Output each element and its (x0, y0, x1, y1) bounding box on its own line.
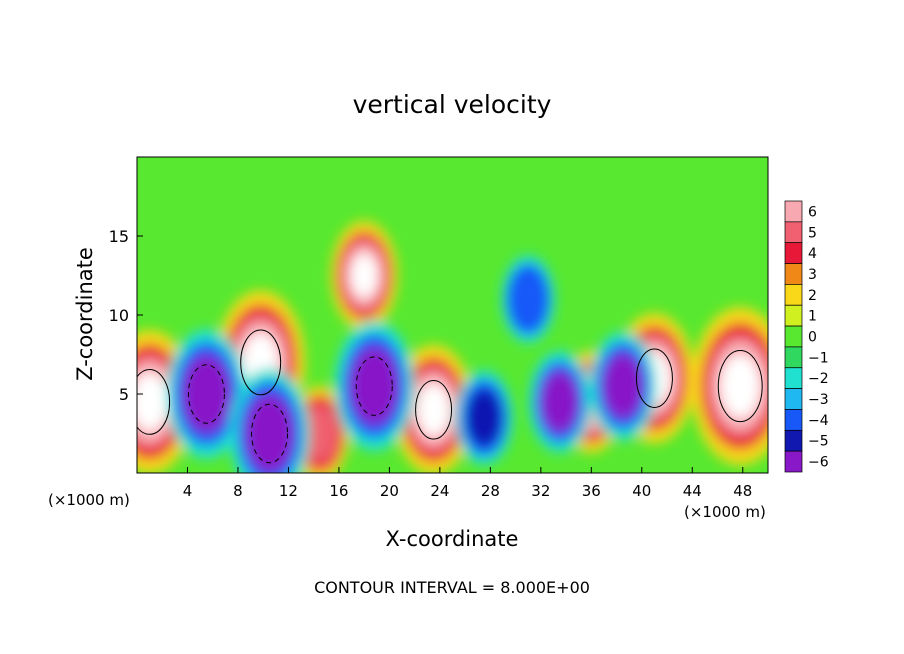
x-tick-label: 44 (683, 482, 702, 500)
colorbar-label: −4 (808, 413, 829, 429)
colorbar-label: −5 (808, 434, 829, 450)
y-axis-label: Z-coordinate (73, 247, 97, 381)
y-axis-ticks: 5 10 15 (109, 227, 143, 404)
updraft-core-0 (140, 387, 159, 417)
x-axis-ticks: 4 8 12 16 20 24 28 32 36 40 44 48 (183, 467, 752, 500)
contour-line-0 (137, 369, 171, 435)
contour-line-10 (355, 356, 393, 416)
x-axis-label: X-coordinate (386, 527, 519, 551)
downdraft-core-12 (512, 272, 545, 326)
colorbar-swatch (784, 325, 803, 348)
colorbar-swatch (784, 388, 803, 410)
x-tick-label: 48 (733, 482, 752, 500)
downdraft-core-10 (366, 373, 383, 400)
velocity-field (137, 157, 768, 473)
y-tick-label: 10 (109, 306, 129, 325)
colorbar-label: 1 (808, 309, 817, 325)
colorbar-label: −6 (808, 455, 829, 471)
colorbar-label: 0 (808, 330, 817, 346)
updraft-core-2 (350, 253, 378, 298)
colorbar-label: 5 (808, 225, 817, 241)
colorbar-swatch (784, 284, 803, 306)
x-tick-label: 36 (582, 482, 601, 500)
contour-lines (137, 329, 763, 464)
contour-line-5 (635, 348, 673, 408)
x-tick-label: 8 (233, 482, 243, 500)
x-unit-left: (×1000 m) (48, 491, 130, 509)
x-tick-label: 4 (183, 482, 193, 500)
updraft-core-3 (425, 396, 442, 423)
colorbar-label: 2 (808, 288, 817, 304)
downdraft-core-11 (466, 389, 502, 447)
updraft-core-6 (730, 370, 750, 402)
x-tick-label: 28 (481, 482, 500, 500)
colorbar-label: −3 (808, 392, 829, 408)
downdraft-core-13 (547, 381, 573, 423)
colorbar-label: 4 (808, 246, 817, 262)
chart-title: vertical velocity (353, 90, 552, 119)
colorbar: 6 5 4 3 2 1 0 −1 −2 −3 −4 −5 −6 (784, 200, 829, 473)
x-tick-label: 40 (632, 482, 651, 500)
colorbar-swatch (784, 450, 803, 473)
colorbar-swatch (784, 429, 803, 452)
downdraft-core-8 (198, 381, 215, 407)
x-tick-label: 16 (329, 482, 348, 500)
contour-line-6 (717, 350, 763, 423)
colorbar-swatch (784, 409, 803, 431)
x-tick-label: 20 (380, 482, 399, 500)
colorbar-label: −2 (808, 371, 829, 387)
colorbar-label: 3 (808, 267, 817, 283)
colorbar-swatch (784, 367, 803, 389)
x-tick-label: 12 (279, 482, 298, 500)
contour-line-3 (415, 380, 453, 440)
contour-interval-note: CONTOUR INTERVAL = 8.000E+00 (314, 578, 590, 597)
colorbar-swatch (784, 200, 803, 223)
colorbar-label: −1 (808, 350, 829, 366)
downdraft-core-9 (261, 420, 278, 447)
colorbar-swatch (784, 304, 803, 327)
colorbar-swatch (784, 263, 803, 285)
y-tick-label: 15 (109, 227, 129, 246)
contour-line-1 (240, 329, 282, 396)
x-tick-label: 24 (430, 482, 449, 500)
contour-line-8 (187, 364, 225, 424)
colorbar-swatch (784, 221, 803, 244)
updraft-core-4 (302, 405, 338, 462)
contour-line-9 (251, 403, 289, 464)
colorbar-swatch (784, 346, 803, 369)
x-unit-right: (×1000 m) (684, 503, 766, 521)
x-tick-label: 32 (531, 482, 550, 500)
downdraft-core-14 (609, 364, 637, 408)
colorbar-label: 6 (808, 204, 817, 220)
y-tick-label: 5 (119, 385, 129, 404)
colorbar-swatch (784, 242, 803, 264)
